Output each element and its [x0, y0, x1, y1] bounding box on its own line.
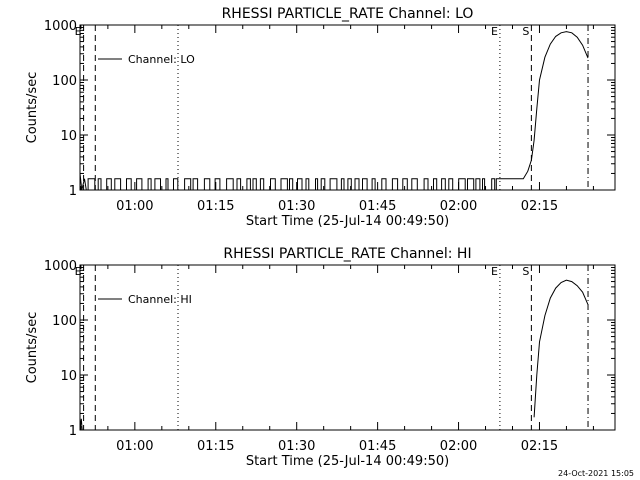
chart1-y-tick-label: 10 — [60, 129, 77, 144]
chart2-marker-label: E — [75, 265, 82, 278]
chart2-y-tick-label: 10 — [60, 369, 77, 384]
chart1-x-tick-label: 01:45 — [359, 199, 396, 214]
chart2-x-axis-label: Start Time (25-Jul-14 00:49:50) — [246, 454, 449, 469]
chart1-y-tick-label: 1 — [69, 184, 77, 199]
chart1-x-tick-label: 01:15 — [197, 199, 234, 214]
chart2-marker-label: S — [522, 265, 529, 278]
chart1-plot-frame — [79, 24, 616, 191]
chart1-x-tick-label: 02:00 — [440, 199, 477, 214]
chart2-legend-label: Channel: HI — [128, 293, 192, 306]
chart1-legend-label: Channel: LO — [128, 53, 195, 66]
chart1-x-tick-label: 02:15 — [521, 199, 558, 214]
chart1-x-tick-label: 01:30 — [278, 199, 315, 214]
chart2-x-tick-label: 01:15 — [197, 439, 234, 454]
chart1-marker-label: S — [522, 25, 529, 38]
chart2-x-tick-label: 01:45 — [359, 439, 396, 454]
chart1-marker-label: E — [75, 25, 82, 38]
chart2-y-tick-label: 1000 — [44, 259, 77, 274]
chart1-title: RHESSI PARTICLE_RATE Channel: LO — [222, 6, 474, 22]
chart2-y-axis-label: Counts/sec — [25, 312, 40, 384]
chart2-x-tick-label: 02:00 — [440, 439, 477, 454]
chart2-series-line — [79, 279, 589, 431]
generation-timestamp: 24-Oct-2021 15:05 — [558, 469, 634, 478]
chart1-y-tick-label: 100 — [52, 74, 77, 89]
chart2-y-tick-label: 1 — [69, 424, 77, 439]
chart1-series-line — [79, 31, 589, 191]
chart2-plot-frame — [79, 264, 616, 431]
chart2-x-tick-label: 01:30 — [278, 439, 315, 454]
chart1-marker-label: E — [491, 25, 498, 38]
chart1-x-axis-label: Start Time (25-Jul-14 00:49:50) — [246, 214, 449, 229]
chart1-y-tick-label: 1000 — [44, 19, 77, 34]
chart2-title: RHESSI PARTICLE_RATE Channel: HI — [223, 246, 471, 262]
chart2-marker-label: E — [491, 265, 498, 278]
chart2-x-tick-label: 01:00 — [116, 439, 153, 454]
chart2-x-tick-label: 02:15 — [521, 439, 558, 454]
chart1-x-tick-label: 01:00 — [116, 199, 153, 214]
chart2-y-tick-label: 100 — [52, 314, 77, 329]
chart1-y-axis-label: Counts/sec — [25, 72, 40, 144]
